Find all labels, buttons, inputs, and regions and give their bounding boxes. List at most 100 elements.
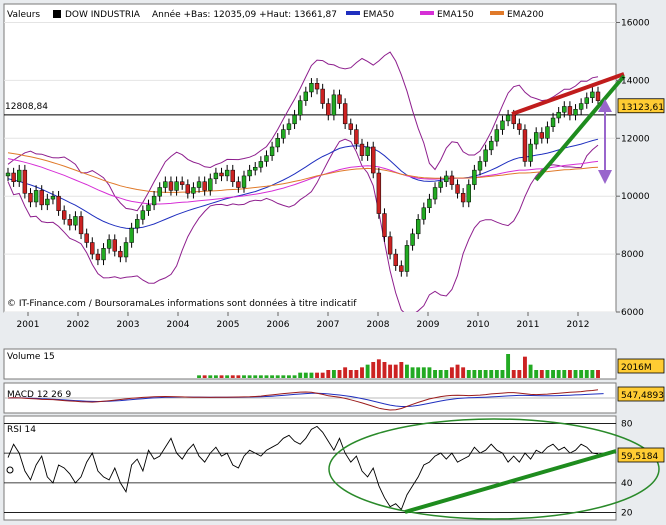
header-range: Année +Bas: 12035,09 +Haut: 13661,87 xyxy=(152,9,337,20)
volume-bar xyxy=(258,375,263,378)
volume-bar xyxy=(393,364,398,378)
volume-bar xyxy=(208,375,213,378)
rsi-annotations xyxy=(328,418,660,520)
volume-bar xyxy=(399,362,404,378)
rsi-tick-label: 40 xyxy=(621,479,633,489)
candle xyxy=(168,181,174,191)
volume-bar xyxy=(219,375,224,378)
candle xyxy=(219,172,224,177)
legend-swatch xyxy=(420,11,434,15)
candle xyxy=(556,111,561,119)
candle xyxy=(320,88,325,104)
candle xyxy=(365,146,370,156)
ema-legend: EMA50 EMA150 EMA200 xyxy=(346,10,544,20)
volume-bar xyxy=(523,356,527,378)
candle xyxy=(106,239,112,249)
rsi-series-line xyxy=(7,425,599,511)
symbol-swatch xyxy=(53,10,61,18)
x-tick-label: 2006 xyxy=(267,320,290,330)
trend-line-red xyxy=(511,72,625,116)
volume-bar xyxy=(478,370,482,378)
x-tick-label: 2008 xyxy=(367,320,390,330)
volume-bar xyxy=(253,375,258,378)
candle xyxy=(455,184,460,194)
candle xyxy=(489,140,494,151)
volume-bar xyxy=(438,370,443,378)
candle xyxy=(472,169,477,185)
volume-bars xyxy=(197,354,600,378)
candle xyxy=(404,245,410,272)
candle xyxy=(432,187,438,200)
candle xyxy=(174,181,179,191)
candle xyxy=(371,146,376,174)
candle xyxy=(466,184,471,203)
last-price-tag: 13123,61 xyxy=(621,103,664,113)
candle xyxy=(129,227,134,243)
candle xyxy=(578,103,584,110)
bollinger-lower xyxy=(7,138,599,316)
candle xyxy=(376,172,382,214)
volume-bar xyxy=(197,375,201,378)
candles xyxy=(5,78,601,277)
volume-bar xyxy=(584,370,589,378)
candle xyxy=(449,175,455,185)
volume-bar xyxy=(331,370,336,378)
legend-swatch xyxy=(346,11,360,15)
y-tick-label: 12000 xyxy=(621,134,650,144)
volume-bar xyxy=(551,370,555,378)
candle xyxy=(359,143,365,156)
candle xyxy=(202,181,207,191)
candle xyxy=(421,207,427,220)
volume-bar xyxy=(567,370,572,378)
volume-bar xyxy=(539,370,544,378)
rsi-start-marker xyxy=(6,466,14,474)
candle xyxy=(286,123,292,130)
candle xyxy=(208,178,213,191)
candle xyxy=(264,155,269,162)
highlight-ellipse xyxy=(328,418,660,520)
volume-bar xyxy=(382,362,387,378)
candle xyxy=(584,97,589,104)
rsi-tick-label: 20 xyxy=(621,509,633,519)
volume-bar xyxy=(590,370,595,378)
macd-value-tag: 547,4893 xyxy=(621,391,664,401)
candle xyxy=(185,184,191,194)
volume-bar xyxy=(573,370,578,378)
volume-bar xyxy=(449,367,454,378)
volume-bar xyxy=(500,370,505,378)
candle xyxy=(415,219,421,235)
volume-value-tag-bg xyxy=(617,358,665,374)
x-tick-label: 2002 xyxy=(67,320,90,330)
candle xyxy=(28,193,33,203)
volume-bar xyxy=(281,375,286,378)
candle xyxy=(303,91,309,101)
rsi-panel xyxy=(3,415,617,521)
volume-bar xyxy=(579,370,584,378)
candle xyxy=(354,129,359,145)
ema150-line xyxy=(7,158,599,205)
source-note: © IT-Finance.com / BoursoramaLes informa… xyxy=(7,298,357,309)
volume-bar xyxy=(337,370,342,378)
candle xyxy=(213,172,219,180)
candle xyxy=(460,193,466,203)
volume-bar xyxy=(556,370,561,378)
volume-bar xyxy=(236,375,241,378)
volume-bar xyxy=(562,370,567,378)
candle xyxy=(483,149,488,162)
y-tick-label: 10000 xyxy=(621,192,650,202)
candle xyxy=(269,146,275,156)
candle xyxy=(545,126,550,139)
candle xyxy=(140,210,146,220)
candle xyxy=(241,175,247,188)
candle xyxy=(292,114,297,125)
x-axis: 2001 2002 2003 2004 2005 2006 2007 2008 2009 2010… xyxy=(4,312,616,334)
volume-bar xyxy=(461,367,466,378)
y-tick-label: 14000 xyxy=(621,76,650,86)
volume-bar xyxy=(433,370,437,378)
candle xyxy=(314,83,320,90)
last-price-tag-bg xyxy=(617,98,665,114)
candle xyxy=(157,187,162,197)
volume-bar xyxy=(466,370,471,378)
